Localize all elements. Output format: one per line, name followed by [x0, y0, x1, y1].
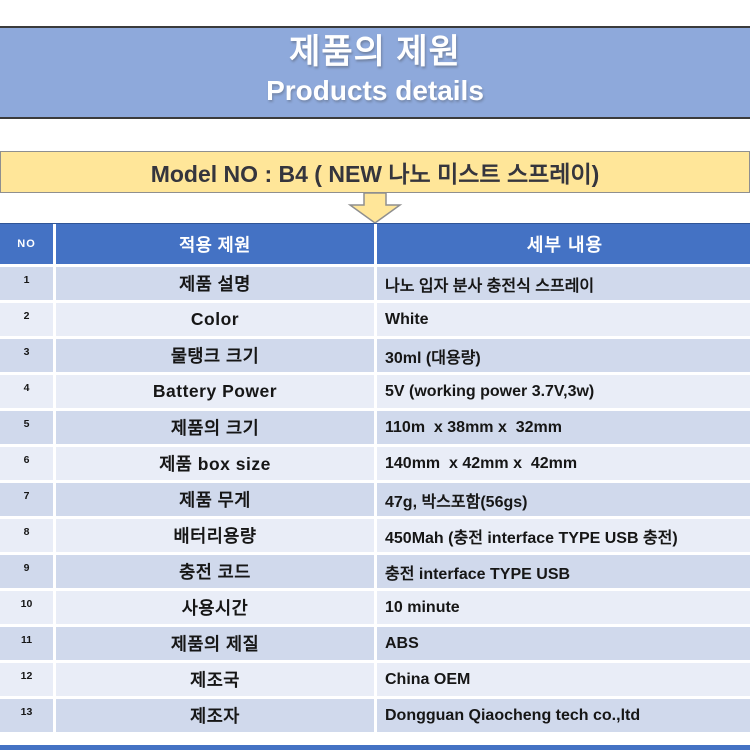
row-number: 9	[0, 555, 53, 588]
spec-detail: 110m x 38mm x 32mm	[377, 411, 750, 444]
header-detail: 세부 내용	[377, 224, 750, 264]
row-number: 4	[0, 375, 53, 408]
spec-name: 제조국	[56, 663, 374, 696]
row-number: 3	[0, 339, 53, 372]
spec-detail: 나노 입자 분사 충전식 스프레이	[377, 267, 750, 300]
page-subtitle: Products details	[266, 75, 484, 106]
header-spec: 적용 제원	[56, 224, 374, 264]
table-row: 1 제품 설명 나노 입자 분사 충전식 스프레이	[0, 267, 750, 300]
model-number-text: Model NO : B4 ( NEW 나노 미스트 스프레이)	[150, 161, 600, 187]
row-number: 7	[0, 483, 53, 516]
table-row: 10 사용시간 10 minute	[0, 591, 750, 624]
spec-name: 제조자	[56, 699, 374, 732]
row-number: 2	[0, 303, 53, 336]
spec-detail: 140mm x 42mm x 42mm	[377, 447, 750, 480]
table-row: 7 제품 무게 47g, 박스포함(56gs)	[0, 483, 750, 516]
spec-detail: 30ml (대용량)	[377, 339, 750, 372]
table-header-row: NO 적용 제원 세부 내용	[0, 223, 750, 264]
table-row: 4 Battery Power 5V (working power 3.7V,3w)	[0, 375, 750, 408]
spec-name: 사용시간	[56, 591, 374, 624]
spec-detail: 5V (working power 3.7V,3w)	[377, 375, 750, 408]
spec-name: 배터리용량	[56, 519, 374, 552]
row-number: 11	[0, 627, 53, 660]
table-row: 8 배터리용량 450Mah (충전 interface TYPE USB 충전)	[0, 519, 750, 552]
title-banner: 제품의 제원 Products details	[0, 26, 750, 119]
table-body: 1 제품 설명 나노 입자 분사 충전식 스프레이 2 Color White 3 물탱크 크…	[0, 267, 750, 732]
spec-detail: China OEM	[377, 663, 750, 696]
spec-name: 제품의 제질	[56, 627, 374, 660]
row-number: 6	[0, 447, 53, 480]
table-row: 3 물탱크 크기 30ml (대용량)	[0, 339, 750, 372]
spec-table: NO 적용 제원 세부 내용 1 제품 설명 나노 입자 분사 충전식 스프레이 2 C…	[0, 223, 750, 732]
spec-name: 제품의 크기	[56, 411, 374, 444]
table-row: 2 Color White	[0, 303, 750, 336]
table-row: 5 제품의 크기 110m x 38mm x 32mm	[0, 411, 750, 444]
spec-name: Battery Power	[56, 375, 374, 408]
spec-name: 충전 코드	[56, 555, 374, 588]
row-number: 10	[0, 591, 53, 624]
spec-detail: 47g, 박스포함(56gs)	[377, 483, 750, 516]
spec-detail: Dongguan Qiaocheng tech co.,ltd	[377, 699, 750, 732]
page-title: 제품의 제원	[289, 33, 461, 71]
table-row: 9 충전 코드 충전 interface TYPE USB	[0, 555, 750, 588]
row-number: 12	[0, 663, 53, 696]
spec-detail: White	[377, 303, 750, 336]
table-row: 12 제조국 China OEM	[0, 663, 750, 696]
model-number-banner: Model NO : B4 ( NEW 나노 미스트 스프레이)	[0, 151, 750, 193]
spec-detail: 10 minute	[377, 591, 750, 624]
table-row: 13 제조자 Dongguan Qiaocheng tech co.,ltd	[0, 699, 750, 732]
bottom-section-bar	[0, 745, 750, 750]
spec-name: 물탱크 크기	[56, 339, 374, 372]
spec-detail: 충전 interface TYPE USB	[377, 555, 750, 588]
spec-detail: ABS	[377, 627, 750, 660]
row-number: 13	[0, 699, 53, 732]
down-arrow-icon	[347, 192, 403, 224]
table-row: 11 제품의 제질 ABS	[0, 627, 750, 660]
row-number: 1	[0, 267, 53, 300]
spec-name: Color	[56, 303, 374, 336]
table-row: 6 제품 box size 140mm x 42mm x 42mm	[0, 447, 750, 480]
spec-name: 제품 box size	[56, 447, 374, 480]
row-number: 8	[0, 519, 53, 552]
row-number: 5	[0, 411, 53, 444]
spec-name: 제품 무게	[56, 483, 374, 516]
header-no: NO	[0, 224, 53, 264]
spec-detail: 450Mah (충전 interface TYPE USB 충전)	[377, 519, 750, 552]
spec-name: 제품 설명	[56, 267, 374, 300]
